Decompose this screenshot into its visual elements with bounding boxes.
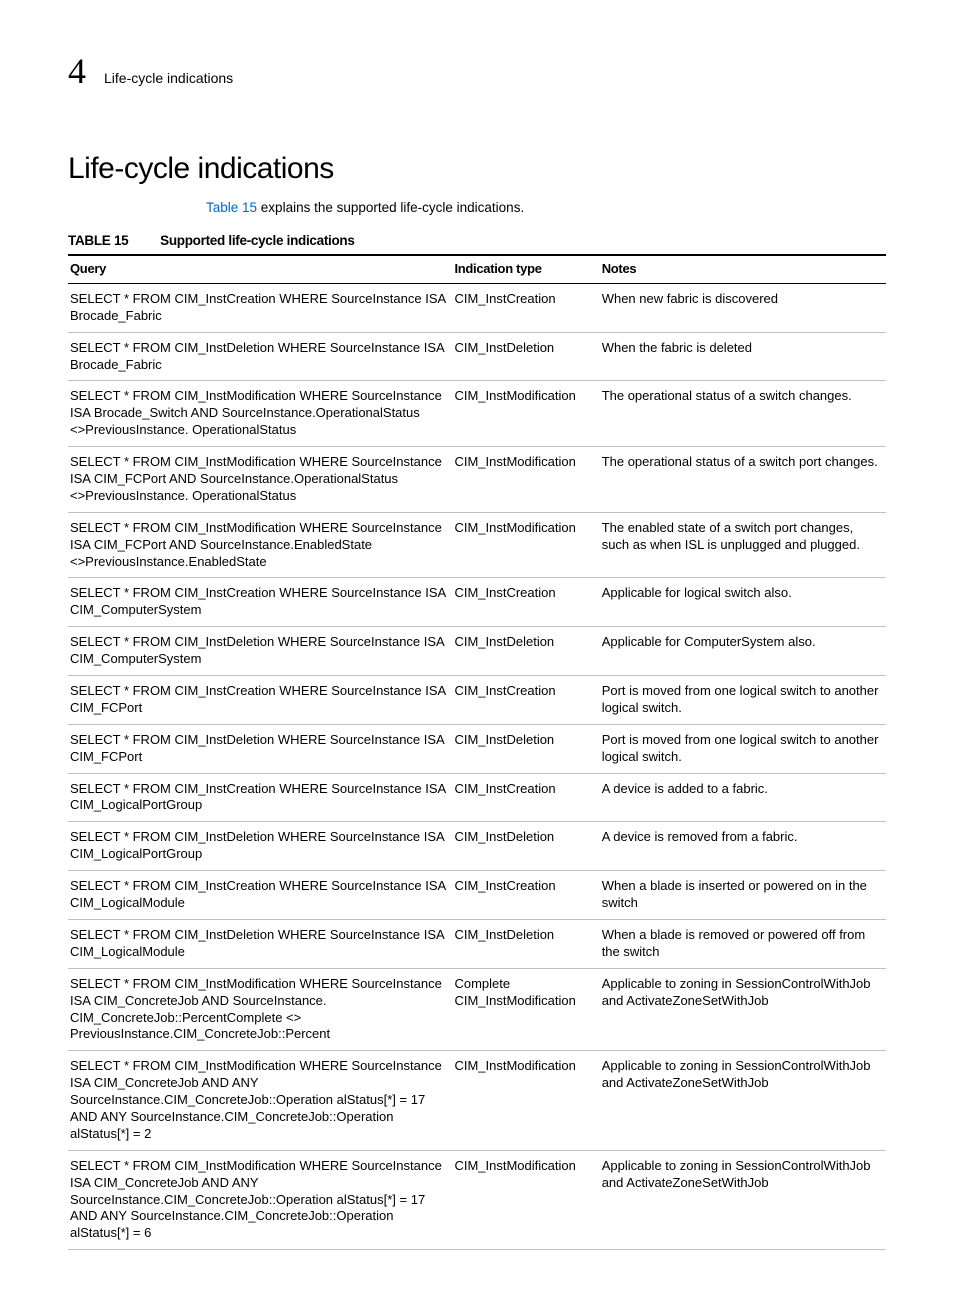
cell-query: SELECT * FROM CIM_InstDeletion WHERE Sou…	[68, 822, 452, 871]
cell-query: SELECT * FROM CIM_InstModification WHERE…	[68, 381, 452, 447]
intro-paragraph: Table 15 explains the supported life-cyc…	[68, 200, 886, 215]
cell-type: CIM_InstModification	[452, 381, 599, 447]
cell-type: CIM_InstDeletion	[452, 822, 599, 871]
chapter-title: Life-cycle indications	[104, 70, 233, 86]
cell-notes: Port is moved from one logical switch to…	[600, 724, 886, 773]
cell-query: SELECT * FROM CIM_InstDeletion WHERE Sou…	[68, 724, 452, 773]
cell-query: SELECT * FROM CIM_InstDeletion WHERE Sou…	[68, 627, 452, 676]
table-row: SELECT * FROM CIM_InstCreation WHERE Sou…	[68, 578, 886, 627]
cell-query: SELECT * FROM CIM_InstCreation WHERE Sou…	[68, 578, 452, 627]
cell-notes: When new fabric is discovered	[600, 283, 886, 332]
table-row: SELECT * FROM CIM_InstCreation WHERE Sou…	[68, 283, 886, 332]
cell-notes: Applicable to zoning in SessionControlWi…	[600, 1051, 886, 1150]
table-header-row: Query Indication type Notes	[68, 255, 886, 283]
cell-type: CIM_InstDeletion	[452, 724, 599, 773]
table-row: SELECT * FROM CIM_InstModification WHERE…	[68, 1051, 886, 1150]
cell-type: CIM_InstCreation	[452, 871, 599, 920]
table-row: SELECT * FROM CIM_InstDeletion WHERE Sou…	[68, 822, 886, 871]
table-row: SELECT * FROM CIM_InstDeletion WHERE Sou…	[68, 627, 886, 676]
table-body: SELECT * FROM CIM_InstCreation WHERE Sou…	[68, 283, 886, 1249]
cell-notes: Applicable for ComputerSystem also.	[600, 627, 886, 676]
cell-type: CIM_InstModification	[452, 447, 599, 513]
cell-type: CIM_InstDeletion	[452, 919, 599, 968]
cell-type: CIM_InstCreation	[452, 283, 599, 332]
cell-query: SELECT * FROM CIM_InstModification WHERE…	[68, 968, 452, 1051]
cell-type: CIM_InstCreation	[452, 773, 599, 822]
cell-notes: A device is removed from a fabric.	[600, 822, 886, 871]
cell-type: CIM_InstDeletion	[452, 332, 599, 381]
table-ref-link[interactable]: Table 15	[206, 200, 257, 215]
table-row: SELECT * FROM CIM_InstCreation WHERE Sou…	[68, 676, 886, 725]
cell-notes: Applicable for logical switch also.	[600, 578, 886, 627]
col-header-type: Indication type	[452, 255, 599, 283]
table-row: SELECT * FROM CIM_InstModification WHERE…	[68, 968, 886, 1051]
page-container: 4 Life-cycle indications Life-cycle indi…	[0, 0, 954, 1300]
table-row: SELECT * FROM CIM_InstModification WHERE…	[68, 447, 886, 513]
table-row: SELECT * FROM CIM_InstModification WHERE…	[68, 381, 886, 447]
cell-type: Complete CIM_InstModification	[452, 968, 599, 1051]
cell-type: CIM_InstCreation	[452, 676, 599, 725]
cell-query: SELECT * FROM CIM_InstCreation WHERE Sou…	[68, 773, 452, 822]
cell-notes: Applicable to zoning in SessionControlWi…	[600, 968, 886, 1051]
cell-query: SELECT * FROM CIM_InstCreation WHERE Sou…	[68, 676, 452, 725]
intro-text: explains the supported life-cycle indica…	[257, 200, 524, 215]
cell-notes: The operational status of a switch port …	[600, 447, 886, 513]
cell-notes: The operational status of a switch chang…	[600, 381, 886, 447]
col-header-notes: Notes	[600, 255, 886, 283]
table-row: SELECT * FROM CIM_InstCreation WHERE Sou…	[68, 773, 886, 822]
cell-type: CIM_InstDeletion	[452, 627, 599, 676]
cell-query: SELECT * FROM CIM_InstModification WHERE…	[68, 447, 452, 513]
cell-query: SELECT * FROM CIM_InstCreation WHERE Sou…	[68, 283, 452, 332]
cell-query: SELECT * FROM CIM_InstModification WHERE…	[68, 512, 452, 578]
cell-type: CIM_InstCreation	[452, 578, 599, 627]
chapter-number: 4	[68, 50, 86, 92]
running-header: 4 Life-cycle indications	[68, 50, 886, 92]
cell-type: CIM_InstModification	[452, 1051, 599, 1150]
cell-query: SELECT * FROM CIM_InstCreation WHERE Sou…	[68, 871, 452, 920]
table-row: SELECT * FROM CIM_InstDeletion WHERE Sou…	[68, 919, 886, 968]
cell-notes: A device is added to a fabric.	[600, 773, 886, 822]
page-heading: Life-cycle indications	[68, 152, 886, 186]
table-row: SELECT * FROM CIM_InstDeletion WHERE Sou…	[68, 724, 886, 773]
table-row: SELECT * FROM CIM_InstModification WHERE…	[68, 512, 886, 578]
col-header-query: Query	[68, 255, 452, 283]
cell-notes: When a blade is removed or powered off f…	[600, 919, 886, 968]
cell-query: SELECT * FROM CIM_InstModification WHERE…	[68, 1051, 452, 1150]
lifecycle-table: Query Indication type Notes SELECT * FRO…	[68, 254, 886, 1250]
table-caption: TABLE 15 Supported life-cycle indication…	[68, 233, 886, 248]
cell-notes: When the fabric is deleted	[600, 332, 886, 381]
table-row: SELECT * FROM CIM_InstDeletion WHERE Sou…	[68, 332, 886, 381]
cell-query: SELECT * FROM CIM_InstDeletion WHERE Sou…	[68, 919, 452, 968]
table-label: TABLE 15	[68, 233, 128, 248]
cell-notes: Port is moved from one logical switch to…	[600, 676, 886, 725]
cell-notes: When a blade is inserted or powered on i…	[600, 871, 886, 920]
table-row: SELECT * FROM CIM_InstCreation WHERE Sou…	[68, 871, 886, 920]
cell-type: CIM_InstModification	[452, 512, 599, 578]
cell-notes: The enabled state of a switch port chang…	[600, 512, 886, 578]
cell-query: SELECT * FROM CIM_InstDeletion WHERE Sou…	[68, 332, 452, 381]
table-title: Supported life-cycle indications	[160, 233, 354, 248]
